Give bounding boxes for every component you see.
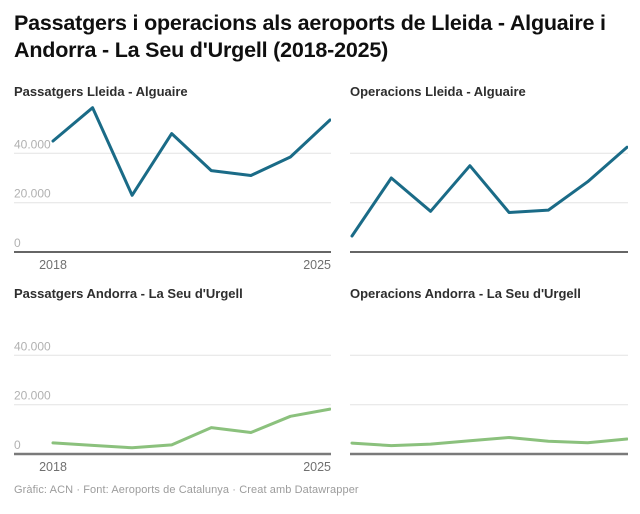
- y-tick-label: 20.000: [14, 389, 51, 403]
- panel-passatgers-lleida: Passatgers Lleida - Alguaire 0 20.000 40.0…: [14, 84, 331, 272]
- y-tick-label: 40.000: [14, 339, 51, 353]
- line-series: [51, 106, 331, 197]
- panel-operacions-lleida: Operacions Lleida - Alguaire: [350, 84, 628, 272]
- panel-operacions-andorra: Operacions Andorra - La Seu d'Urgell: [350, 286, 628, 474]
- passatgers-andorra-line-chart: 0 20.000 40.000 2018 2025: [14, 339, 331, 474]
- line-series: [350, 436, 628, 448]
- panel-title-passatgers-lleida: Passatgers Lleida - Alguaire: [14, 84, 188, 99]
- panel-title-operacions-lleida: Operacions Lleida - Alguaire: [350, 84, 526, 99]
- y-tick-label: 20.000: [14, 187, 51, 201]
- x-tick-label: 2018: [39, 258, 67, 272]
- passatgers-lleida-line-chart: 0 20.000 40.000 2018 2025: [14, 106, 331, 272]
- page-title: Passatgers i operacions als aeroports de…: [14, 11, 606, 62]
- attribution-footer: Gràfic: ACN · Font: Aeroports de Catalun…: [14, 484, 359, 496]
- operacions-lleida-line-chart: [350, 145, 628, 253]
- panel-passatgers-andorra: Passatgers Andorra - La Seu d'Urgell 0 20…: [14, 286, 331, 474]
- y-tick-label: 0: [14, 438, 21, 452]
- small-multiples-grid: Passatgers Lleida - Alguaire 0 20.000 40.0…: [14, 84, 628, 474]
- x-tick-label: 2018: [39, 460, 67, 474]
- operacions-andorra-line-chart: [350, 354, 628, 456]
- y-tick-label: 0: [14, 236, 21, 250]
- line-series: [51, 407, 331, 450]
- x-tick-label: 2025: [303, 460, 331, 474]
- x-tick-label: 2025: [303, 258, 331, 272]
- line-series: [350, 145, 628, 238]
- panel-title-operacions-andorra: Operacions Andorra - La Seu d'Urgell: [350, 286, 581, 301]
- panel-title-passatgers-andorra: Passatgers Andorra - La Seu d'Urgell: [14, 286, 243, 301]
- y-tick-label: 40.000: [14, 137, 51, 151]
